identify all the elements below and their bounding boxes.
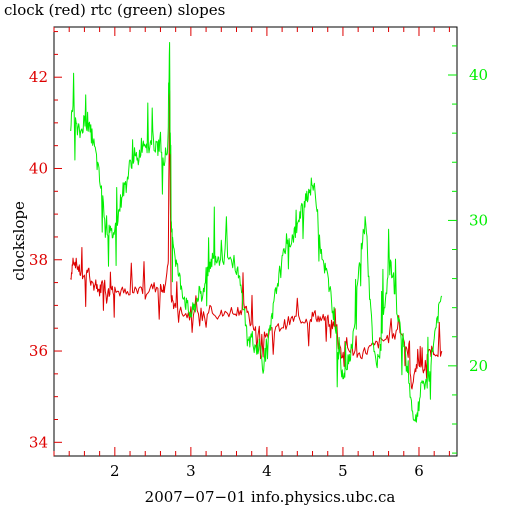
chart-title: clock (red) rtc (green) slopes [4, 1, 225, 19]
y2-tick-label: 20 [469, 357, 488, 375]
y-tick-label: 42 [29, 68, 48, 86]
y-axis-label: clockslope [10, 201, 28, 281]
y-tick-label: 34 [29, 433, 48, 451]
red-series-line [70, 90, 443, 390]
plot-frame [53, 26, 458, 457]
y-axis-right: 20 30 40 [448, 45, 488, 454]
y-axis-left: 34 36 38 40 42 [29, 31, 62, 451]
x-axis-label: 2007−07−01 info.physics.ubc.ca [145, 488, 396, 506]
y-tick-label: 38 [29, 251, 48, 269]
y-tick-label: 40 [29, 159, 48, 177]
y2-tick-label: 30 [469, 211, 488, 229]
series-line [70, 42, 443, 423]
x-tick-label: 6 [414, 462, 424, 480]
x-tick-label: 2 [110, 462, 120, 480]
green-series-line [70, 42, 443, 423]
series-line [70, 90, 443, 390]
y-tick-label: 36 [29, 342, 48, 360]
plot-border [53, 26, 458, 457]
x-tick-label: 4 [262, 462, 272, 480]
x-tick-label: 5 [338, 462, 348, 480]
x-axis: 2 3 4 5 6 [53, 27, 450, 480]
x-tick-label: 3 [186, 462, 196, 480]
y2-tick-label: 40 [469, 66, 488, 84]
